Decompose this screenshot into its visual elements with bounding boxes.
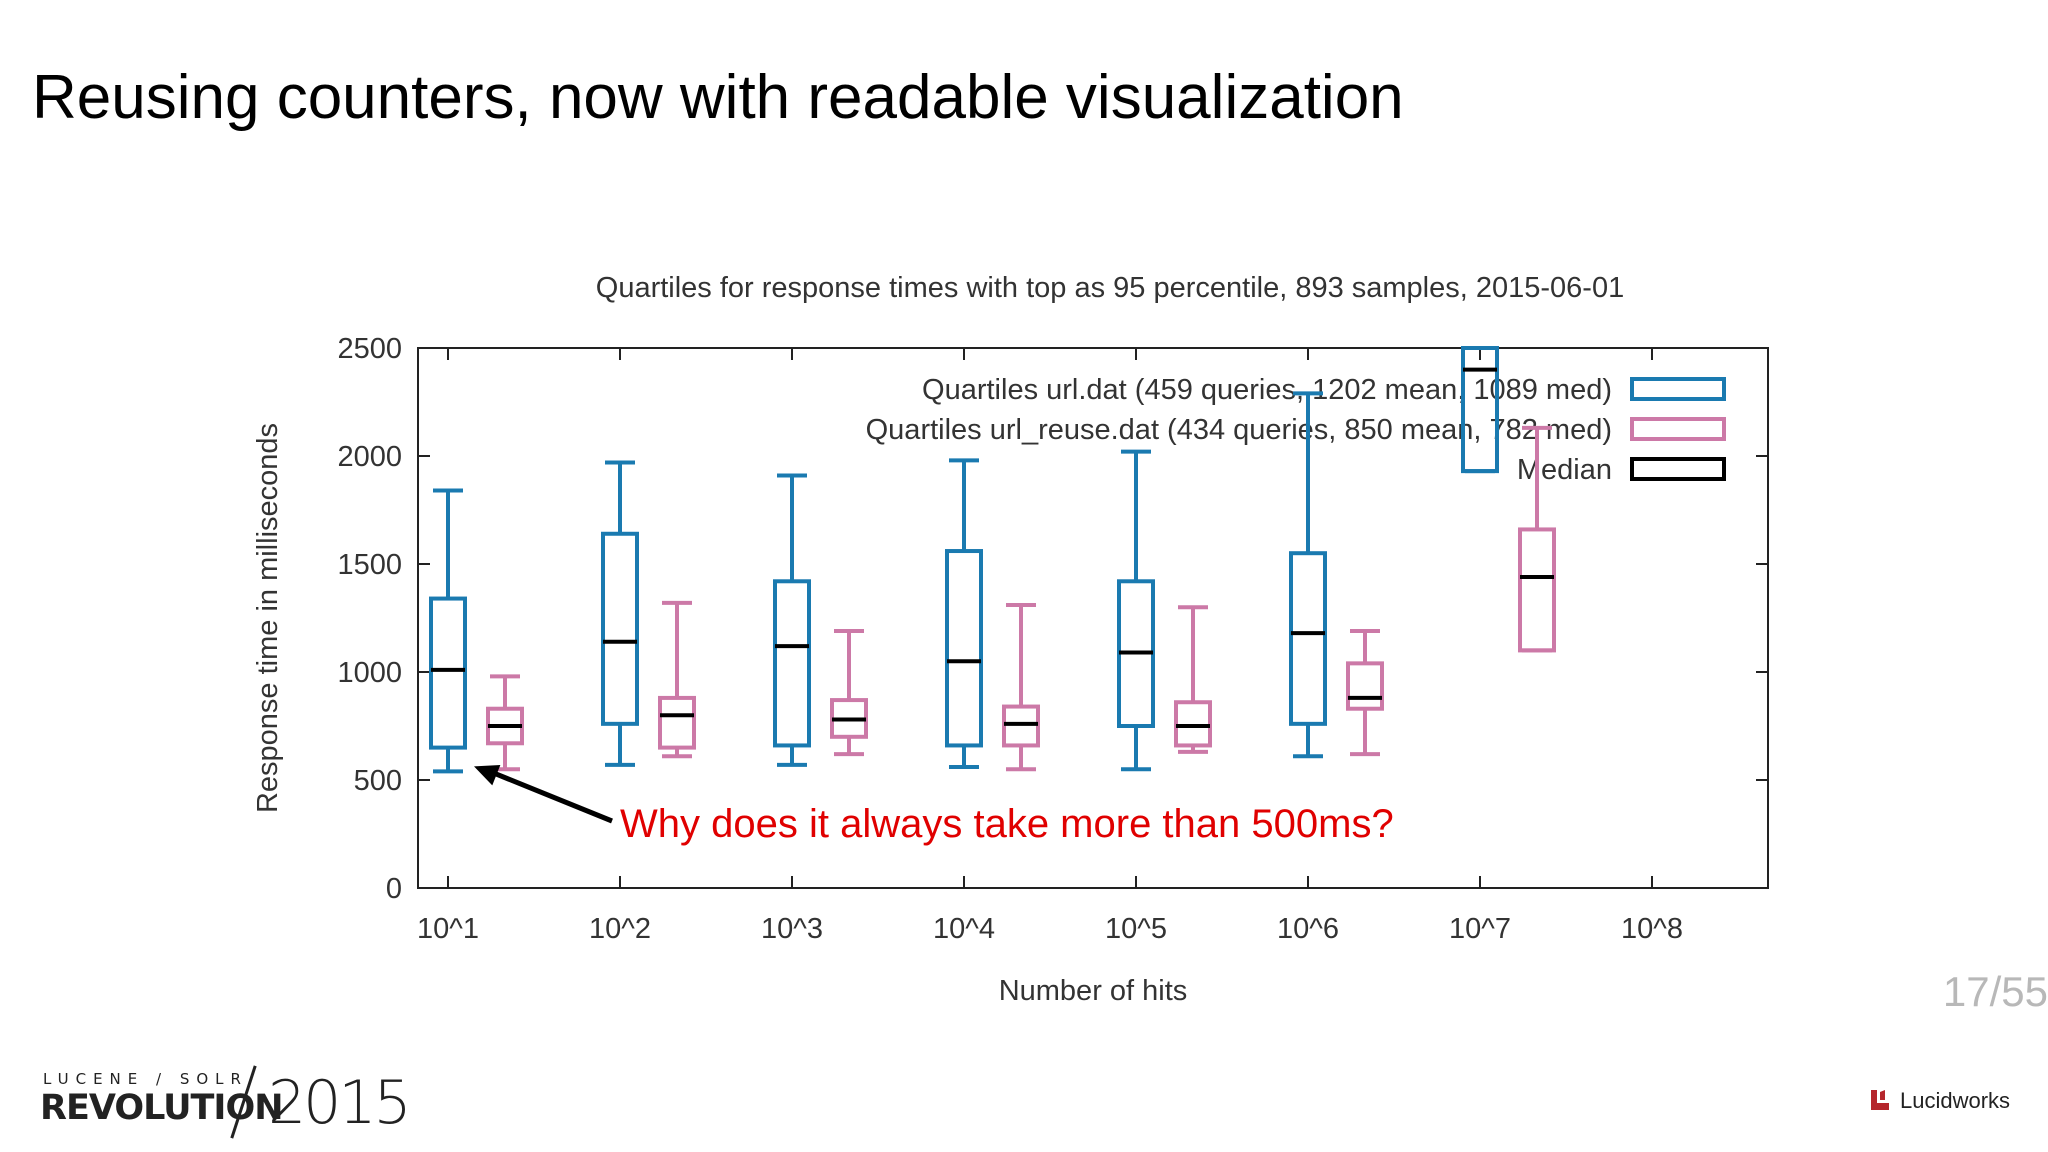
lucidworks-logo-icon	[1871, 1090, 1889, 1110]
x-tick-label: 10^4	[933, 913, 995, 945]
y-tick-label: 2000	[337, 441, 402, 473]
page-number: 17/55	[1942, 968, 2048, 1015]
quartile-box	[1002, 704, 1040, 748]
legend-label: Quartiles url_reuse.dat (434 queries, 85…	[866, 414, 1612, 446]
x-tick-label: 10^7	[1449, 913, 1511, 945]
legend-swatch	[1630, 457, 1726, 481]
x-axis-label: Number of hits	[999, 975, 1188, 1007]
x-tick-label: 10^6	[1277, 913, 1339, 945]
x-tick-label: 10^3	[761, 913, 823, 945]
quartile-box	[658, 695, 696, 750]
x-tick-label: 10^5	[1105, 913, 1167, 945]
x-tick-label: 10^1	[417, 913, 479, 945]
conference-logo-small-text: LUCENE / SOLR	[43, 1070, 248, 1088]
brand-name: Lucidworks	[1900, 1088, 2011, 1113]
quartile-box	[1518, 527, 1556, 653]
y-tick-label: 2500	[337, 333, 402, 365]
y-axis-label: Response time in milliseconds	[252, 423, 284, 813]
quartile-box	[1174, 700, 1212, 748]
legend-swatch	[1630, 377, 1726, 401]
annotation-arrow-line	[491, 770, 613, 824]
x-tick-label: 10^2	[589, 913, 651, 945]
quartile-box	[429, 596, 467, 750]
x-tick-label: 10^8	[1621, 913, 1683, 945]
conference-logo-year: 2015	[268, 1068, 412, 1138]
legend-swatch	[1630, 417, 1726, 441]
quartile-box	[1461, 346, 1499, 474]
quartile-box	[601, 531, 639, 726]
annotation-arrow-head	[474, 764, 501, 786]
quartile-box	[773, 579, 811, 748]
legend-label: Quartiles url.dat (459 queries, 1202 mea…	[922, 374, 1612, 406]
legend-label: Median	[1517, 454, 1612, 486]
quartile-box	[945, 549, 983, 748]
plot-frame	[417, 347, 1769, 889]
y-tick-label: 1500	[337, 549, 402, 581]
quartile-box	[1346, 661, 1384, 711]
y-tick-label: 500	[354, 765, 402, 797]
quartile-box	[1289, 551, 1327, 726]
y-tick-label: 0	[386, 873, 402, 905]
y-tick-label: 1000	[337, 657, 402, 689]
annotation-text: Why does it always take more than 500ms?	[620, 802, 1394, 846]
chart-title: Quartiles for response times with top as…	[596, 272, 1624, 304]
slide-title: Reusing counters, now with readable visu…	[32, 63, 1404, 132]
